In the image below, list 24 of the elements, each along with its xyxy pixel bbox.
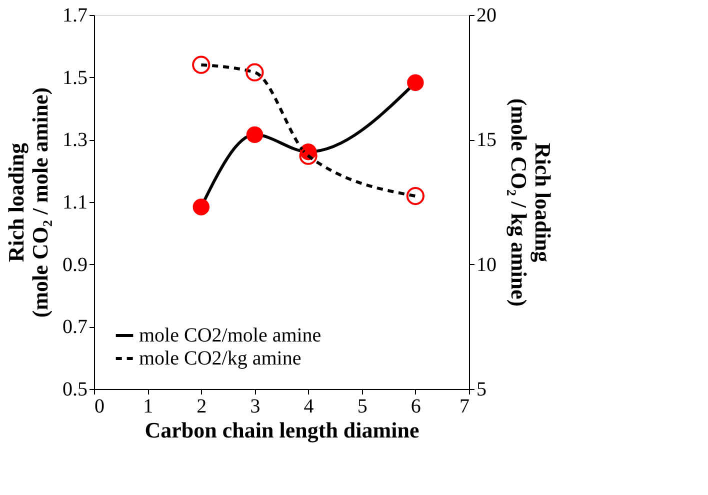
y2-axis-title: Rich loading (mole CO₂ / kg amine) — [506, 98, 556, 307]
x-tick-label: 2 — [196, 396, 207, 418]
y-tick-label: 0.5 — [62, 378, 88, 400]
x-tick-label: 5 — [357, 396, 368, 418]
y2-tick-label: 15 — [476, 129, 496, 152]
legend-label: mole CO2/kg amine — [139, 348, 302, 370]
x-tick-label: 1 — [143, 396, 154, 418]
x-tick-label: 7 — [460, 396, 470, 418]
x-tick-label: 4 — [304, 396, 314, 418]
y2-tick-label: 10 — [476, 254, 496, 276]
x-tick-label: 0 — [94, 396, 104, 418]
y2-tick-label: 5 — [476, 378, 486, 400]
x-tick-label: 6 — [410, 396, 421, 418]
y-tick-label: 1.1 — [62, 192, 88, 214]
y2-tick-label: 20 — [476, 4, 496, 26]
y-tick-label: 0.7 — [62, 316, 88, 338]
x-tick-label: 3 — [250, 396, 260, 418]
legend-label: mole CO2/mole amine — [139, 324, 322, 346]
y-tick-label: 1.3 — [62, 129, 88, 152]
y-tick-label: 1.7 — [62, 4, 88, 26]
y-axis-title: Rich loading (mole CO₂ / mole amine) — [4, 87, 52, 318]
y-tick-label: 1.5 — [62, 66, 88, 89]
y-tick-label: 0.9 — [62, 254, 88, 276]
x-axis-title: Carbon chain length diamine — [144, 418, 420, 442]
